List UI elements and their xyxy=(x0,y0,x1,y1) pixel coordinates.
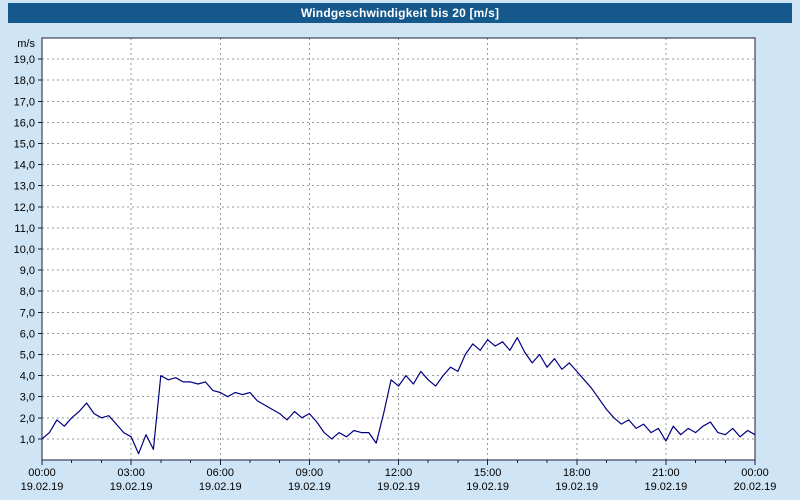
y-tick-label: 8,0 xyxy=(20,286,35,298)
y-tick-label: 10,0 xyxy=(14,244,35,256)
wind-chart-svg: 1,0 2,0 3,0 4,0 5,0 6,0 7,0 8,0 9,0 10,0 11,0 12,0 1… xyxy=(14,37,777,493)
y-tick-label: 1,0 xyxy=(20,434,35,446)
x-tick-time-label: 06:00 xyxy=(206,467,234,479)
x-tick-date-label: 19.02.19 xyxy=(644,481,687,493)
y-tick-label: 6,0 xyxy=(20,328,35,340)
y-tick-label: 11,0 xyxy=(14,223,35,235)
x-tick-time-label: 03:00 xyxy=(117,467,145,479)
x-tick-date-label: 19.02.19 xyxy=(199,481,242,493)
y-tick-label: 18,0 xyxy=(14,75,35,87)
y-tick-label: 19,0 xyxy=(14,54,35,66)
plot-border xyxy=(41,37,756,461)
y-tick-label: 2,0 xyxy=(20,413,35,425)
y-tick-label: 3,0 xyxy=(20,392,35,404)
y-tick-label: 17,0 xyxy=(14,96,35,108)
x-tick-date-label: 19.02.19 xyxy=(288,481,331,493)
y-tick-label: 4,0 xyxy=(20,371,35,383)
x-tick-time-label: 09:00 xyxy=(296,467,324,479)
x-tick-time-label: 00:00 xyxy=(741,467,769,479)
y-tick-label: 9,0 xyxy=(20,265,35,277)
y-tick-label: 7,0 xyxy=(20,307,35,319)
y-axis-unit-label: m/s xyxy=(17,38,35,50)
y-tick-label: 5,0 xyxy=(20,350,35,362)
x-tick-time-label: 15:00 xyxy=(474,467,502,479)
x-tick-time-label: 00:00 xyxy=(28,467,56,479)
y-tick-label: 15,0 xyxy=(14,139,35,151)
x-tick-date-label: 19.02.19 xyxy=(555,481,598,493)
chart-title: Windgeschwindigkeit bis 20 [m/s] xyxy=(300,6,500,20)
title-bar: Windgeschwindigkeit bis 20 [m/s] xyxy=(8,3,792,23)
x-tick-time-label: 18:00 xyxy=(563,467,591,479)
x-tick-time-label: 21:00 xyxy=(652,467,680,479)
x-tick-date-label: 19.02.19 xyxy=(110,481,153,493)
wind-series-line xyxy=(41,337,756,455)
y-tick-label: 14,0 xyxy=(14,160,35,172)
x-tick-date-label: 20.02.19 xyxy=(734,481,777,493)
y-tick-label: 13,0 xyxy=(14,181,35,193)
x-tick-date-label: 19.02.19 xyxy=(377,481,420,493)
y-tick-label: 12,0 xyxy=(14,202,35,214)
x-tick-date-label: 19.02.19 xyxy=(21,481,64,493)
x-tick-time-label: 12:00 xyxy=(385,467,413,479)
y-tick-label: 16,0 xyxy=(14,117,35,129)
x-tick-date-label: 19.02.19 xyxy=(466,481,509,493)
